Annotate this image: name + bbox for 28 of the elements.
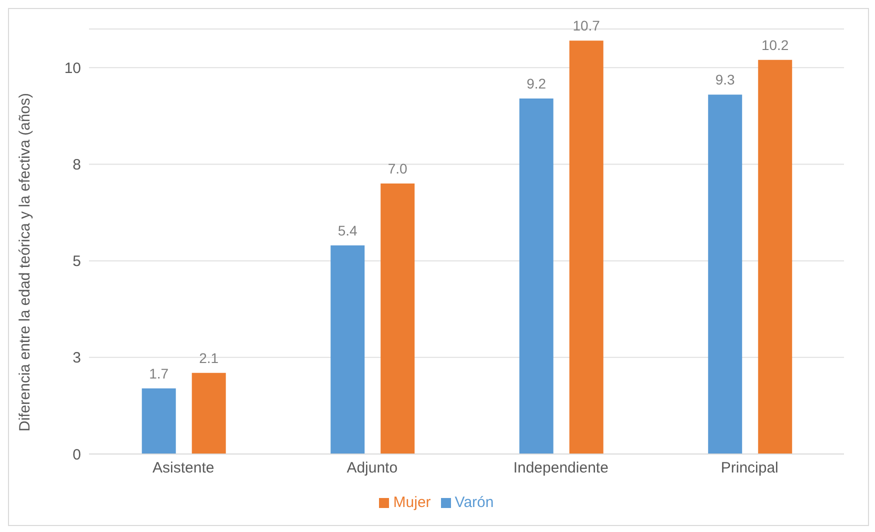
data-label: 10.2 <box>761 36 789 53</box>
bar <box>192 372 226 454</box>
data-label: 1.7 <box>149 365 169 382</box>
bar <box>142 388 176 454</box>
data-label: 9.2 <box>526 76 546 92</box>
legend-label: Varón <box>454 494 494 511</box>
x-tick-label: Asistente <box>152 460 214 477</box>
y-tick-label: 3 <box>72 350 81 367</box>
data-label: 5.4 <box>338 222 358 238</box>
data-label: 10.7 <box>572 18 600 34</box>
data-label: 7.0 <box>388 160 408 177</box>
data-label: 9.3 <box>715 72 736 88</box>
legend-label: Mujer <box>393 494 431 511</box>
bar <box>330 245 365 454</box>
y-tick-label: 0 <box>72 446 81 464</box>
x-tick-label: Independiente <box>513 460 608 477</box>
data-label: 2.1 <box>199 350 219 366</box>
bar <box>708 94 742 454</box>
y-axis-title: Diferencia entre la edad teórica y la efectiva (años) <box>16 92 34 432</box>
y-tick-label: 10 <box>64 60 81 77</box>
bar <box>569 40 604 454</box>
bar <box>758 60 792 454</box>
bar <box>519 98 554 454</box>
y-tick-label: 5 <box>72 253 81 270</box>
bar <box>380 184 415 454</box>
x-tick-label: Adjunto <box>346 460 398 477</box>
x-tick-label: Principal <box>720 460 778 477</box>
y-tick-label: 8 <box>72 156 81 174</box>
